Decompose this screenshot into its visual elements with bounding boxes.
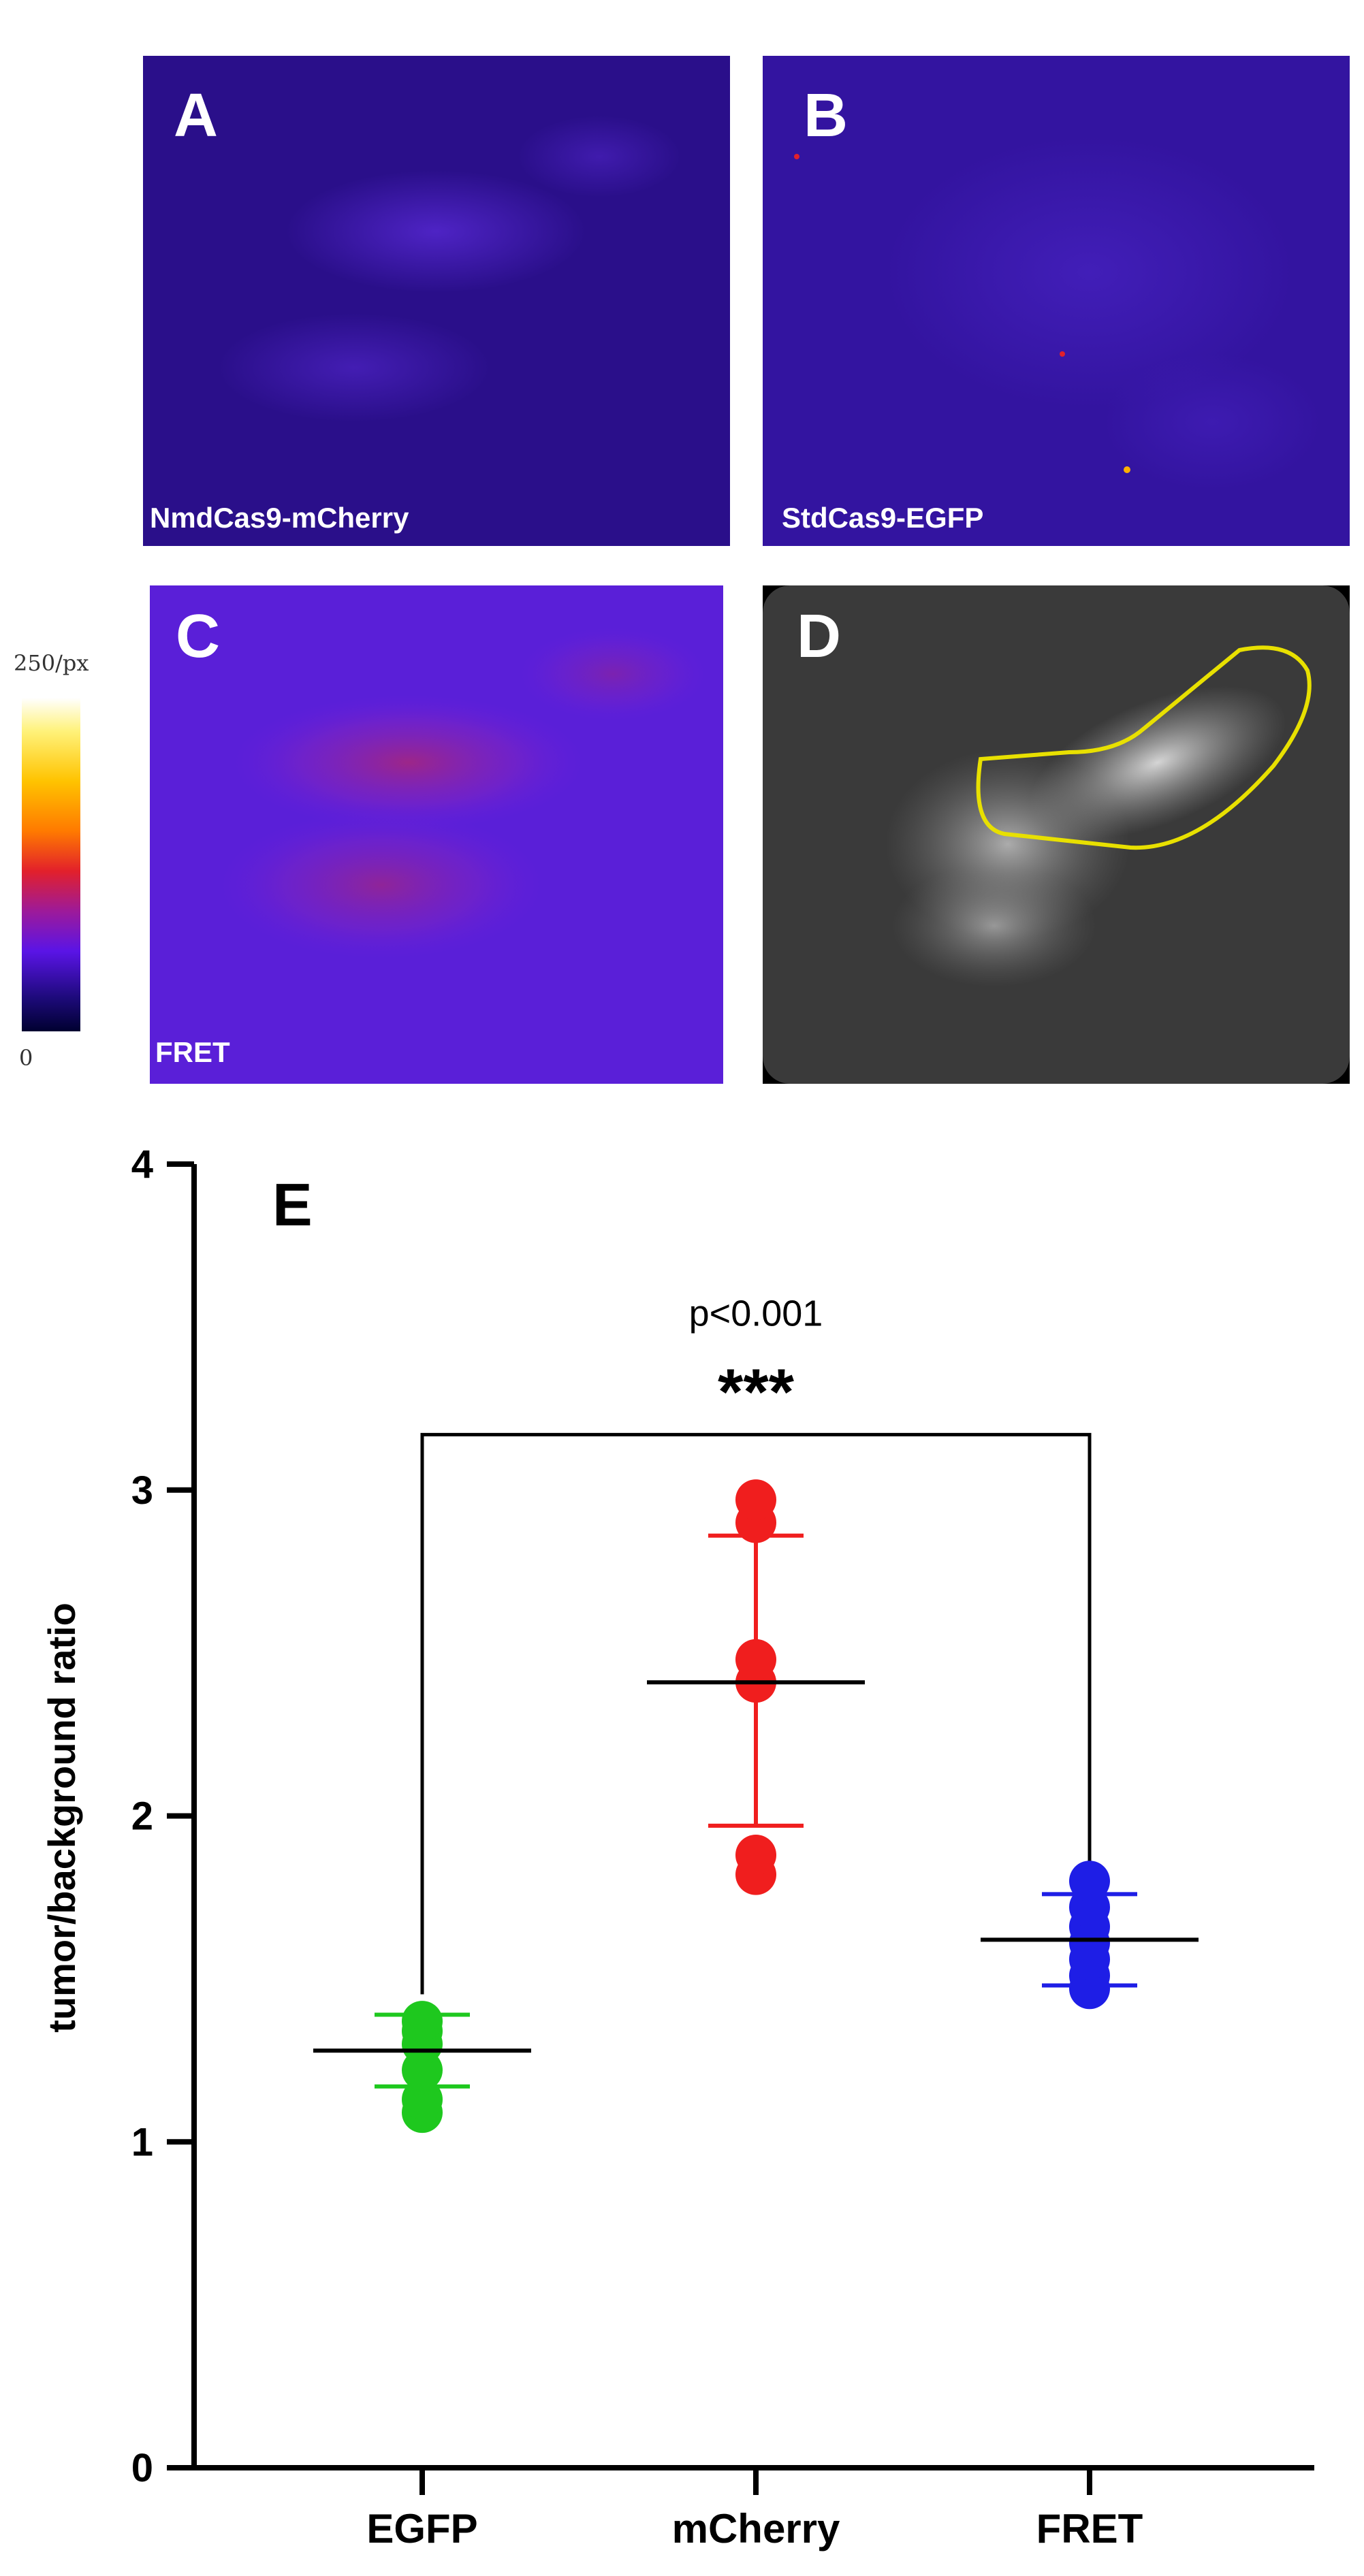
colorbar-gradient	[22, 698, 80, 1031]
data-point	[1069, 1861, 1110, 1902]
series-egfp	[313, 2001, 531, 2134]
panel-c-letter: C	[176, 602, 220, 671]
y-tick-label: 2	[131, 1794, 153, 1839]
y-tick-label: 0	[131, 2446, 153, 2490]
panel-d: D	[763, 585, 1350, 1084]
panel-b-speck	[794, 154, 799, 159]
panel-a: A NmdCas9-mCherry	[143, 56, 730, 546]
colorbar-min-label: 0	[19, 1045, 33, 1071]
scatter-chart: E tumor/background ratio 0 1 2 3 4 EGFP mCher…	[40, 1142, 1314, 2551]
panel-b-speck	[1060, 351, 1065, 357]
panel-b-letter: B	[804, 82, 848, 150]
significance-stars: ***	[718, 1355, 795, 1428]
panel-b-signal	[885, 136, 1294, 408]
y-tick-label: 3	[131, 1468, 153, 1513]
panel-a-signal	[286, 170, 586, 293]
series-layer	[313, 1479, 1199, 2134]
chart-panel-letter: E	[272, 1171, 313, 1238]
panel-b-signal	[1103, 354, 1321, 490]
x-tick-label: EGFP	[366, 2506, 477, 2551]
y-tick-label: 4	[131, 1142, 153, 1187]
colorbar: 250/px 0	[14, 650, 89, 1071]
panel-c: C FRET	[150, 585, 723, 1084]
roi-outline	[976, 645, 1312, 850]
y-ticks: 0 1 2 3 4	[131, 1142, 194, 2490]
series-mcherry	[647, 1479, 865, 1895]
series-fret	[981, 1861, 1199, 2010]
x-ticks: EGFP mCherry FRET	[366, 2468, 1143, 2551]
panel-d-signal	[1029, 686, 1286, 839]
y-tick-label: 1	[131, 2120, 153, 2164]
x-tick-label: mCherry	[672, 2506, 840, 2551]
y-axis-title: tumor/background ratio	[40, 1603, 83, 2033]
panel-c-signal	[218, 810, 545, 960]
panel-b: B StdCas9-EGFP	[763, 56, 1350, 546]
panel-c-signal	[232, 694, 586, 831]
significance-bracket: p<0.001 ***	[420, 1293, 1092, 1995]
significance-bracket-line	[420, 1432, 1092, 1995]
data-point	[735, 1834, 776, 1875]
data-point	[735, 1479, 776, 1521]
panel-d-signal	[892, 865, 1096, 987]
panel-a-signal	[218, 313, 490, 422]
panel-a-letter: A	[174, 82, 218, 150]
panel-c-caption: FRET	[155, 1036, 230, 1068]
colorbar-max-label: 250/px	[14, 650, 89, 676]
panel-c-signal	[518, 626, 708, 722]
p-value-label: p<0.001	[689, 1293, 823, 1334]
data-point	[402, 2079, 443, 2121]
x-tick-label: FRET	[1036, 2506, 1143, 2551]
panel-b-speck	[1124, 466, 1130, 473]
panel-a-caption: NmdCas9-mCherry	[150, 502, 409, 534]
panel-b-caption: StdCas9-EGFP	[782, 502, 983, 534]
panel-a-signal	[518, 116, 681, 197]
panel-d-letter: D	[797, 602, 841, 671]
